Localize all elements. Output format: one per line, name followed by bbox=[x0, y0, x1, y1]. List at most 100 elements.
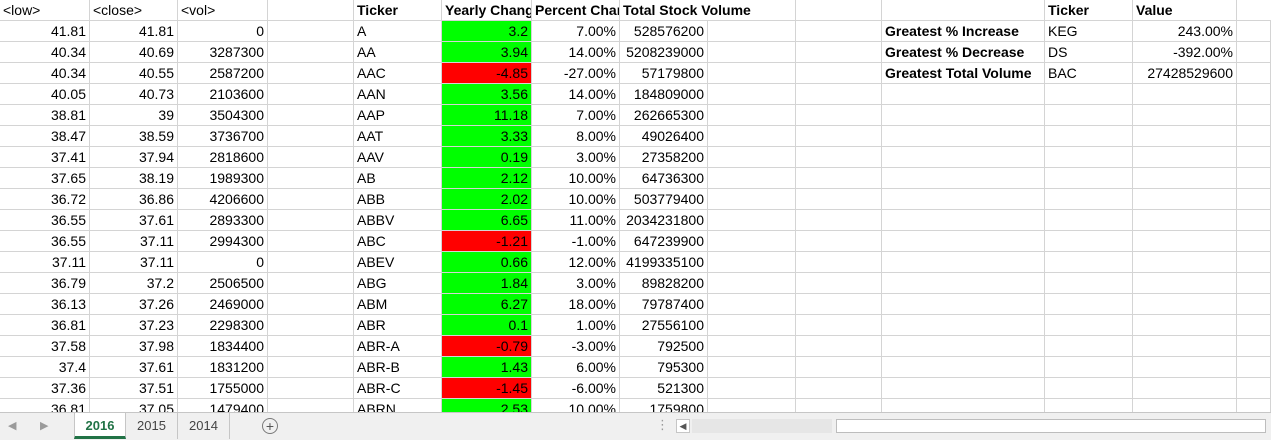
cell-percent-change[interactable]: 7.00% bbox=[532, 21, 620, 42]
empty-cell[interactable] bbox=[708, 189, 796, 210]
summary-label[interactable] bbox=[882, 210, 1045, 231]
empty-cell[interactable] bbox=[268, 147, 354, 168]
cell-low[interactable]: 36.81 bbox=[0, 399, 90, 412]
cell-low[interactable]: 38.81 bbox=[0, 105, 90, 126]
summary-label[interactable] bbox=[882, 189, 1045, 210]
empty-cell[interactable] bbox=[1237, 252, 1271, 273]
cell-total-volume[interactable]: 4199335100 bbox=[620, 252, 708, 273]
empty-cell[interactable] bbox=[708, 273, 796, 294]
empty-cell[interactable] bbox=[1237, 357, 1271, 378]
cell-yearly-change[interactable]: 2.53 bbox=[442, 399, 532, 412]
add-sheet-icon[interactable]: + bbox=[262, 418, 278, 434]
empty-cell[interactable] bbox=[1237, 84, 1271, 105]
empty-cell[interactable] bbox=[1237, 189, 1271, 210]
empty-cell[interactable] bbox=[1237, 105, 1271, 126]
summary-ticker[interactable] bbox=[1045, 252, 1133, 273]
empty-cell[interactable] bbox=[796, 147, 882, 168]
header-summary-value[interactable]: Value bbox=[1133, 0, 1237, 21]
summary-value[interactable] bbox=[1133, 210, 1237, 231]
empty-cell[interactable] bbox=[268, 294, 354, 315]
cell-low[interactable]: 36.55 bbox=[0, 231, 90, 252]
empty-cell[interactable] bbox=[268, 378, 354, 399]
summary-value[interactable] bbox=[1133, 168, 1237, 189]
cell-yearly-change[interactable]: -1.21 bbox=[442, 231, 532, 252]
empty-cell[interactable] bbox=[268, 336, 354, 357]
summary-label[interactable]: Greatest % Increase bbox=[882, 21, 1045, 42]
empty-cell[interactable] bbox=[708, 42, 796, 63]
empty-cell[interactable] bbox=[796, 252, 882, 273]
cell-vol[interactable]: 2893300 bbox=[178, 210, 268, 231]
empty-header-cell[interactable] bbox=[796, 0, 882, 21]
cell-low[interactable]: 37.58 bbox=[0, 336, 90, 357]
empty-cell[interactable] bbox=[268, 42, 354, 63]
summary-ticker[interactable] bbox=[1045, 168, 1133, 189]
cell-ticker[interactable]: ABG bbox=[354, 273, 442, 294]
cell-ticker[interactable]: A bbox=[354, 21, 442, 42]
header-total-volume[interactable]: Total Stock Volume bbox=[620, 0, 751, 21]
cell-ticker[interactable]: ABR-A bbox=[354, 336, 442, 357]
cell-low[interactable]: 36.81 bbox=[0, 315, 90, 336]
cell-close[interactable]: 36.86 bbox=[90, 189, 178, 210]
split-handle-icon[interactable]: ⋮ bbox=[656, 417, 669, 432]
summary-value[interactable] bbox=[1133, 231, 1237, 252]
header-low[interactable]: <low> bbox=[0, 0, 90, 21]
cell-total-volume[interactable]: 184809000 bbox=[620, 84, 708, 105]
empty-cell[interactable] bbox=[796, 273, 882, 294]
cell-total-volume[interactable]: 49026400 bbox=[620, 126, 708, 147]
summary-value[interactable] bbox=[1133, 189, 1237, 210]
cell-yearly-change[interactable]: -4.85 bbox=[442, 63, 532, 84]
summary-value[interactable] bbox=[1133, 84, 1237, 105]
cell-yearly-change[interactable]: -1.45 bbox=[442, 378, 532, 399]
cell-yearly-change[interactable]: 0.66 bbox=[442, 252, 532, 273]
cell-yearly-change[interactable]: 1.43 bbox=[442, 357, 532, 378]
empty-cell[interactable] bbox=[708, 315, 796, 336]
cell-vol[interactable]: 3287300 bbox=[178, 42, 268, 63]
empty-cell[interactable] bbox=[1237, 231, 1271, 252]
summary-value[interactable]: 243.00% bbox=[1133, 21, 1237, 42]
summary-value[interactable] bbox=[1133, 126, 1237, 147]
cell-low[interactable]: 37.65 bbox=[0, 168, 90, 189]
empty-cell[interactable] bbox=[708, 357, 796, 378]
empty-header-cell[interactable] bbox=[268, 0, 354, 21]
summary-label[interactable] bbox=[882, 84, 1045, 105]
summary-value[interactable] bbox=[1133, 336, 1237, 357]
cell-close[interactable]: 40.69 bbox=[90, 42, 178, 63]
cell-low[interactable]: 38.47 bbox=[0, 126, 90, 147]
summary-value[interactable] bbox=[1133, 252, 1237, 273]
empty-cell[interactable] bbox=[796, 336, 882, 357]
empty-cell[interactable] bbox=[708, 84, 796, 105]
empty-cell[interactable] bbox=[796, 231, 882, 252]
empty-cell[interactable] bbox=[796, 42, 882, 63]
cell-ticker[interactable]: ABEV bbox=[354, 252, 442, 273]
cell-percent-change[interactable]: 14.00% bbox=[532, 84, 620, 105]
cell-total-volume[interactable]: 89828200 bbox=[620, 273, 708, 294]
cell-low[interactable]: 36.55 bbox=[0, 210, 90, 231]
header-vol[interactable]: <vol> bbox=[178, 0, 268, 21]
cell-close[interactable]: 39 bbox=[90, 105, 178, 126]
summary-ticker[interactable] bbox=[1045, 357, 1133, 378]
cell-close[interactable]: 37.51 bbox=[90, 378, 178, 399]
summary-label[interactable] bbox=[882, 231, 1045, 252]
cell-ticker[interactable]: AAC bbox=[354, 63, 442, 84]
cell-vol[interactable]: 2587200 bbox=[178, 63, 268, 84]
cell-yearly-change[interactable]: 3.2 bbox=[442, 21, 532, 42]
empty-cell[interactable] bbox=[268, 84, 354, 105]
cell-ticker[interactable]: ABB bbox=[354, 189, 442, 210]
empty-cell[interactable] bbox=[708, 63, 796, 84]
empty-cell[interactable] bbox=[796, 63, 882, 84]
cell-vol[interactable]: 2298300 bbox=[178, 315, 268, 336]
empty-cell[interactable] bbox=[796, 357, 882, 378]
cell-vol[interactable]: 0 bbox=[178, 252, 268, 273]
cell-low[interactable]: 40.34 bbox=[0, 63, 90, 84]
cell-vol[interactable]: 2469000 bbox=[178, 294, 268, 315]
cell-total-volume[interactable]: 521300 bbox=[620, 378, 708, 399]
cell-vol[interactable]: 1834400 bbox=[178, 336, 268, 357]
empty-cell[interactable] bbox=[1237, 315, 1271, 336]
cell-close[interactable]: 41.81 bbox=[90, 21, 178, 42]
summary-ticker[interactable] bbox=[1045, 315, 1133, 336]
cell-close[interactable]: 37.05 bbox=[90, 399, 178, 412]
summary-ticker[interactable] bbox=[1045, 336, 1133, 357]
cell-low[interactable]: 37.41 bbox=[0, 147, 90, 168]
tab-2014[interactable]: 2014 bbox=[178, 413, 230, 439]
cell-vol[interactable]: 2506500 bbox=[178, 273, 268, 294]
